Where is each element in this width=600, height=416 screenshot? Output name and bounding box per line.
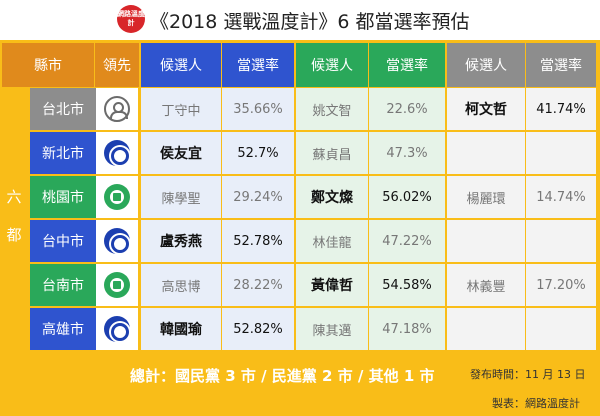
candidate-name: 鄭文燦	[296, 176, 368, 218]
summary-text: 總計：國民黨 3 市 / 民進黨 2 市 / 其他 1 市	[130, 367, 435, 385]
table-row: 台南市 高思博 28.22% 黃偉哲 54.58% 林義豐 17.20%	[28, 264, 596, 307]
candidate-name: 黃偉哲	[296, 264, 368, 306]
city-label: 台北市	[30, 88, 96, 130]
candidate-name: 侯友宜	[141, 132, 221, 174]
rate-value: 14.74%	[526, 176, 596, 218]
table-row: 新北市 侯友宜 52.7% 蘇貞昌 47.3%	[28, 132, 596, 175]
rate-value	[526, 220, 596, 262]
candidate-name: 陳其邁	[296, 308, 368, 350]
city-label: 台中市	[30, 220, 96, 262]
maker-credit: 製表：網路溫度計	[492, 397, 580, 410]
rate-value	[526, 132, 596, 174]
city-label: 新北市	[30, 132, 96, 174]
leader-cell	[96, 132, 138, 174]
dpp-party-icon	[104, 184, 130, 210]
page-title: 《2018 選戰溫度計》6 都當選率預估	[150, 11, 470, 33]
candidate-name: 盧秀燕	[141, 220, 221, 262]
city-label: 高雄市	[30, 308, 96, 350]
rate-value: 28.22%	[222, 264, 294, 306]
rate-value: 56.02%	[369, 176, 445, 218]
independent-party-icon	[104, 96, 130, 122]
candidate-name: 高思博	[141, 264, 221, 306]
leader-cell	[96, 264, 138, 306]
header-other-candidate: 候選人	[447, 43, 525, 87]
rate-value: 29.24%	[222, 176, 294, 218]
candidate-name	[447, 220, 525, 262]
header-dpp-rate: 當選率	[369, 43, 445, 87]
city-label: 台南市	[30, 264, 96, 306]
kmt-party-icon	[104, 140, 130, 166]
rate-value: 17.20%	[526, 264, 596, 306]
candidate-name: 丁守中	[141, 88, 221, 130]
candidate-name	[447, 132, 525, 174]
rate-value: 52.82%	[222, 308, 294, 350]
header-city: 縣市	[2, 43, 94, 87]
table-row: 高雄市 韓國瑜 52.82% 陳其邁 47.18%	[28, 308, 596, 351]
rate-value	[526, 308, 596, 350]
rate-value: 41.74%	[526, 88, 596, 130]
leader-cell	[96, 308, 138, 350]
city-label: 桃園市	[30, 176, 96, 218]
leader-cell	[96, 176, 138, 218]
leader-cell	[96, 220, 138, 262]
title-bar: 網路溫度計 《2018 選戰溫度計》6 都當選率預估	[0, 0, 600, 40]
header-other-rate: 當選率	[526, 43, 596, 87]
rate-value: 35.66%	[222, 88, 294, 130]
rate-value: 54.58%	[369, 264, 445, 306]
kmt-party-icon	[104, 228, 130, 254]
header-kmt-candidate: 候選人	[141, 43, 221, 87]
kmt-party-icon	[104, 316, 130, 342]
candidate-name: 柯文哲	[447, 88, 525, 130]
rate-value: 47.22%	[369, 220, 445, 262]
brand-logo: 網路溫度計	[117, 5, 145, 33]
side-label: 六 都	[6, 188, 22, 244]
table-row: 台北市 丁守中 35.66% 姚文智 22.6% 柯文哲 41.74%	[28, 88, 596, 131]
candidate-name: 陳學聖	[141, 176, 221, 218]
candidate-name: 林義豐	[447, 264, 525, 306]
header-dpp-candidate: 候選人	[296, 43, 368, 87]
rate-value: 52.7%	[222, 132, 294, 174]
candidate-name: 姚文智	[296, 88, 368, 130]
rate-value: 22.6%	[369, 88, 445, 130]
table-row: 桃園市 陳學聖 29.24% 鄭文燦 56.02% 楊麗環 14.74%	[28, 176, 596, 219]
publish-time: 發布時間：11 月 13 日	[470, 368, 586, 381]
candidate-name: 蘇貞昌	[296, 132, 368, 174]
rate-value: 52.78%	[222, 220, 294, 262]
candidate-name	[447, 308, 525, 350]
header-leader: 領先	[95, 43, 139, 87]
candidate-name: 林佳龍	[296, 220, 368, 262]
table-row: 台中市 盧秀燕 52.78% 林佳龍 47.22%	[28, 220, 596, 263]
candidate-name: 楊麗環	[447, 176, 525, 218]
candidate-name: 韓國瑜	[141, 308, 221, 350]
dpp-party-icon	[104, 272, 130, 298]
rate-value: 47.18%	[369, 308, 445, 350]
rate-value: 47.3%	[369, 132, 445, 174]
header-kmt-rate: 當選率	[222, 43, 294, 87]
leader-cell	[96, 88, 138, 130]
